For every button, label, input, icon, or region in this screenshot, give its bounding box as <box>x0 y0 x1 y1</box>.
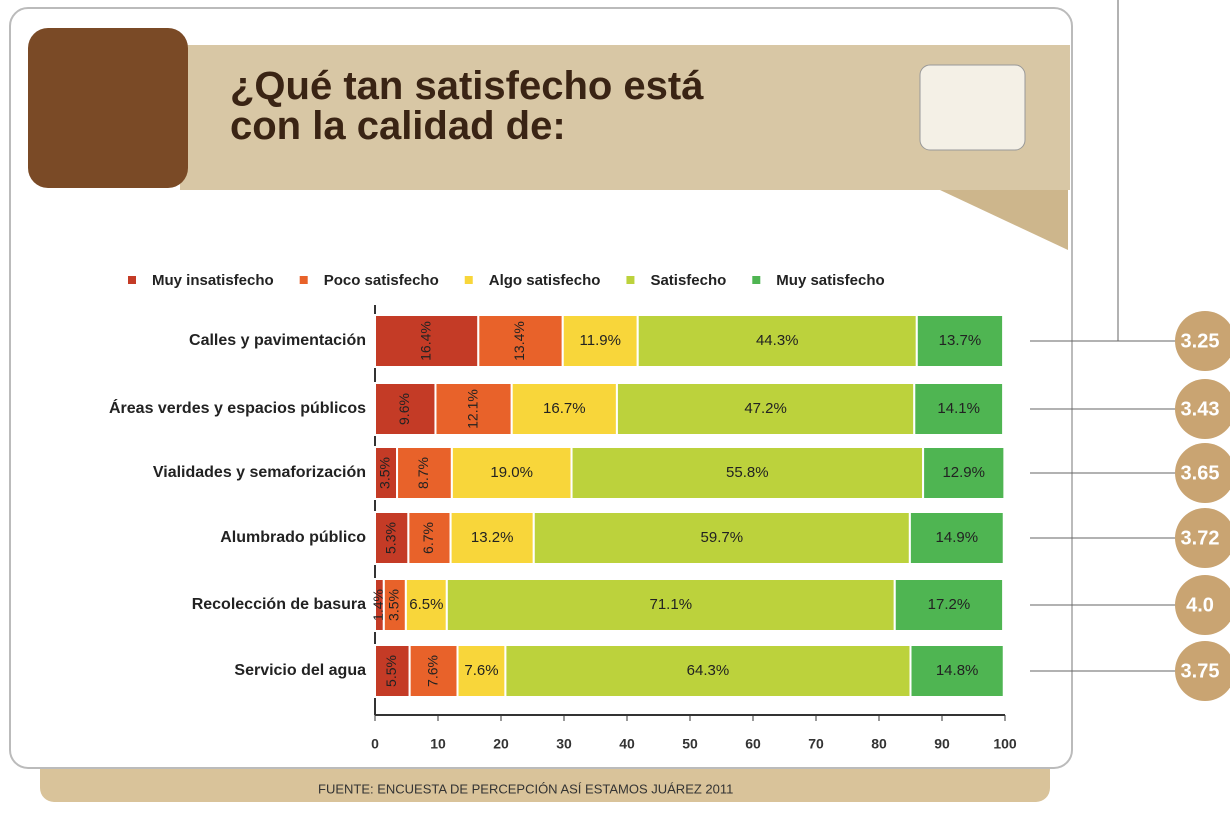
value-label: 12.1% <box>464 389 480 429</box>
value-label: 44.3% <box>756 332 799 349</box>
bar-segment <box>893 578 1005 632</box>
legend-swatch <box>626 276 635 284</box>
score-badge <box>1175 311 1230 371</box>
value-label: 5.3% <box>382 522 398 554</box>
value-label: 5.5% <box>383 655 399 687</box>
logo <box>28 28 188 188</box>
bar-segment <box>915 314 1005 368</box>
bar-segment <box>408 644 459 698</box>
legend-swatch <box>752 276 761 284</box>
bar-segment <box>615 382 916 436</box>
x-tick-label: 100 <box>993 736 1017 752</box>
value-label: 3.5% <box>377 457 393 489</box>
chart-title: ¿Qué tan satisfecho está con la calidad d… <box>230 64 704 148</box>
value-label: 13.4% <box>511 321 527 361</box>
bar-segment <box>445 578 896 632</box>
score: 3.75 <box>1181 660 1220 682</box>
score: 3.43 <box>1181 398 1220 420</box>
bar-segment <box>434 382 513 436</box>
score: 4.0 <box>1186 594 1214 616</box>
bar-segment <box>404 578 448 632</box>
bar-segment <box>449 511 535 565</box>
x-tick-label: 60 <box>745 736 761 752</box>
value-label: 7.6% <box>424 655 440 687</box>
category-label: Vialidades y semaforización <box>153 464 366 481</box>
value-label: 71.1% <box>650 596 693 613</box>
x-tick-label: 40 <box>619 736 635 752</box>
bar-segment <box>374 511 410 565</box>
x-tick-label: 30 <box>556 736 572 752</box>
bar-segment <box>909 644 1005 698</box>
bar-segment <box>908 511 1005 565</box>
legend-label: Algo satisfecho <box>489 272 601 289</box>
score: 3.72 <box>1181 527 1220 549</box>
value-label: 64.3% <box>687 662 730 679</box>
value-label: 13.7% <box>939 332 982 349</box>
title-line: ¿Qué tan satisfecho está <box>230 64 704 108</box>
value-label: 9.6% <box>396 393 412 425</box>
category-label: Alumbrado público <box>220 529 366 546</box>
score-badge <box>1175 443 1230 503</box>
value-label: 47.2% <box>744 400 787 417</box>
value-label: 1.4% <box>370 589 386 621</box>
x-tick-label: 80 <box>871 736 887 752</box>
score-badge <box>1175 575 1230 635</box>
value-label: 19.0% <box>490 464 533 481</box>
legend-label: Muy satisfecho <box>776 272 884 289</box>
score-badge <box>1175 379 1230 439</box>
bar-segment <box>374 382 437 436</box>
score: 3.65 <box>1181 462 1220 484</box>
bar-segment <box>922 446 1006 500</box>
bar-segment <box>396 446 453 500</box>
header-tab <box>940 190 1068 250</box>
value-label: 6.7% <box>420 522 436 554</box>
x-tick-label: 0 <box>371 736 379 752</box>
category-label: Calles y pavimentación <box>189 332 366 349</box>
score-badge <box>1175 641 1230 701</box>
bar-segment <box>570 446 925 500</box>
value-label: 6.5% <box>409 596 443 613</box>
legend-swatch <box>464 276 473 284</box>
category-label: Servicio del agua <box>234 662 366 679</box>
value-label: 13.2% <box>471 529 514 546</box>
legend-label: Satisfecho <box>650 272 726 289</box>
category-label: Áreas verdes y espacios públicos <box>109 398 366 417</box>
value-label: 55.8% <box>726 464 769 481</box>
value-label: 8.7% <box>415 457 431 489</box>
legend-label: Muy insatisfecho <box>152 272 274 289</box>
x-tick-label: 10 <box>430 736 446 752</box>
legend-label: Poco satisfecho <box>324 272 439 289</box>
category-label: Recolección de basura <box>192 596 366 613</box>
value-label: 14.8% <box>936 662 979 679</box>
x-tick-label: 90 <box>934 736 950 752</box>
value-label: 3.5% <box>386 589 402 621</box>
value-label: 16.7% <box>543 400 586 417</box>
value-label: 14.1% <box>937 400 980 417</box>
x-tick-label: 70 <box>808 736 824 752</box>
bar-segment <box>510 382 618 436</box>
bar-segment <box>450 446 573 500</box>
value-label: 14.9% <box>936 529 979 546</box>
score: 3.25 <box>1181 330 1220 352</box>
x-tick-label: 50 <box>682 736 698 752</box>
bar-segment <box>636 314 918 368</box>
x-tick-label: 20 <box>493 736 509 752</box>
value-label: 59.7% <box>701 529 744 546</box>
icon <box>919 64 1026 151</box>
legend-swatch <box>128 276 136 284</box>
title-line: con la calidad de: <box>230 104 566 148</box>
value-label: 12.9% <box>942 464 985 481</box>
score-badge <box>1175 508 1230 568</box>
legend-swatch <box>299 276 308 284</box>
bar-segment <box>532 511 911 565</box>
bar-segment <box>913 382 1005 436</box>
value-label: 16.4% <box>417 321 433 361</box>
value-label: 17.2% <box>928 596 971 613</box>
value-label: 7.6% <box>464 662 498 679</box>
value-label: 11.9% <box>580 332 621 349</box>
bar-segment <box>456 644 507 698</box>
source: FUENTE: ENCUESTA DE PERCEPCIÓN ASÍ ESTAM… <box>318 781 733 796</box>
